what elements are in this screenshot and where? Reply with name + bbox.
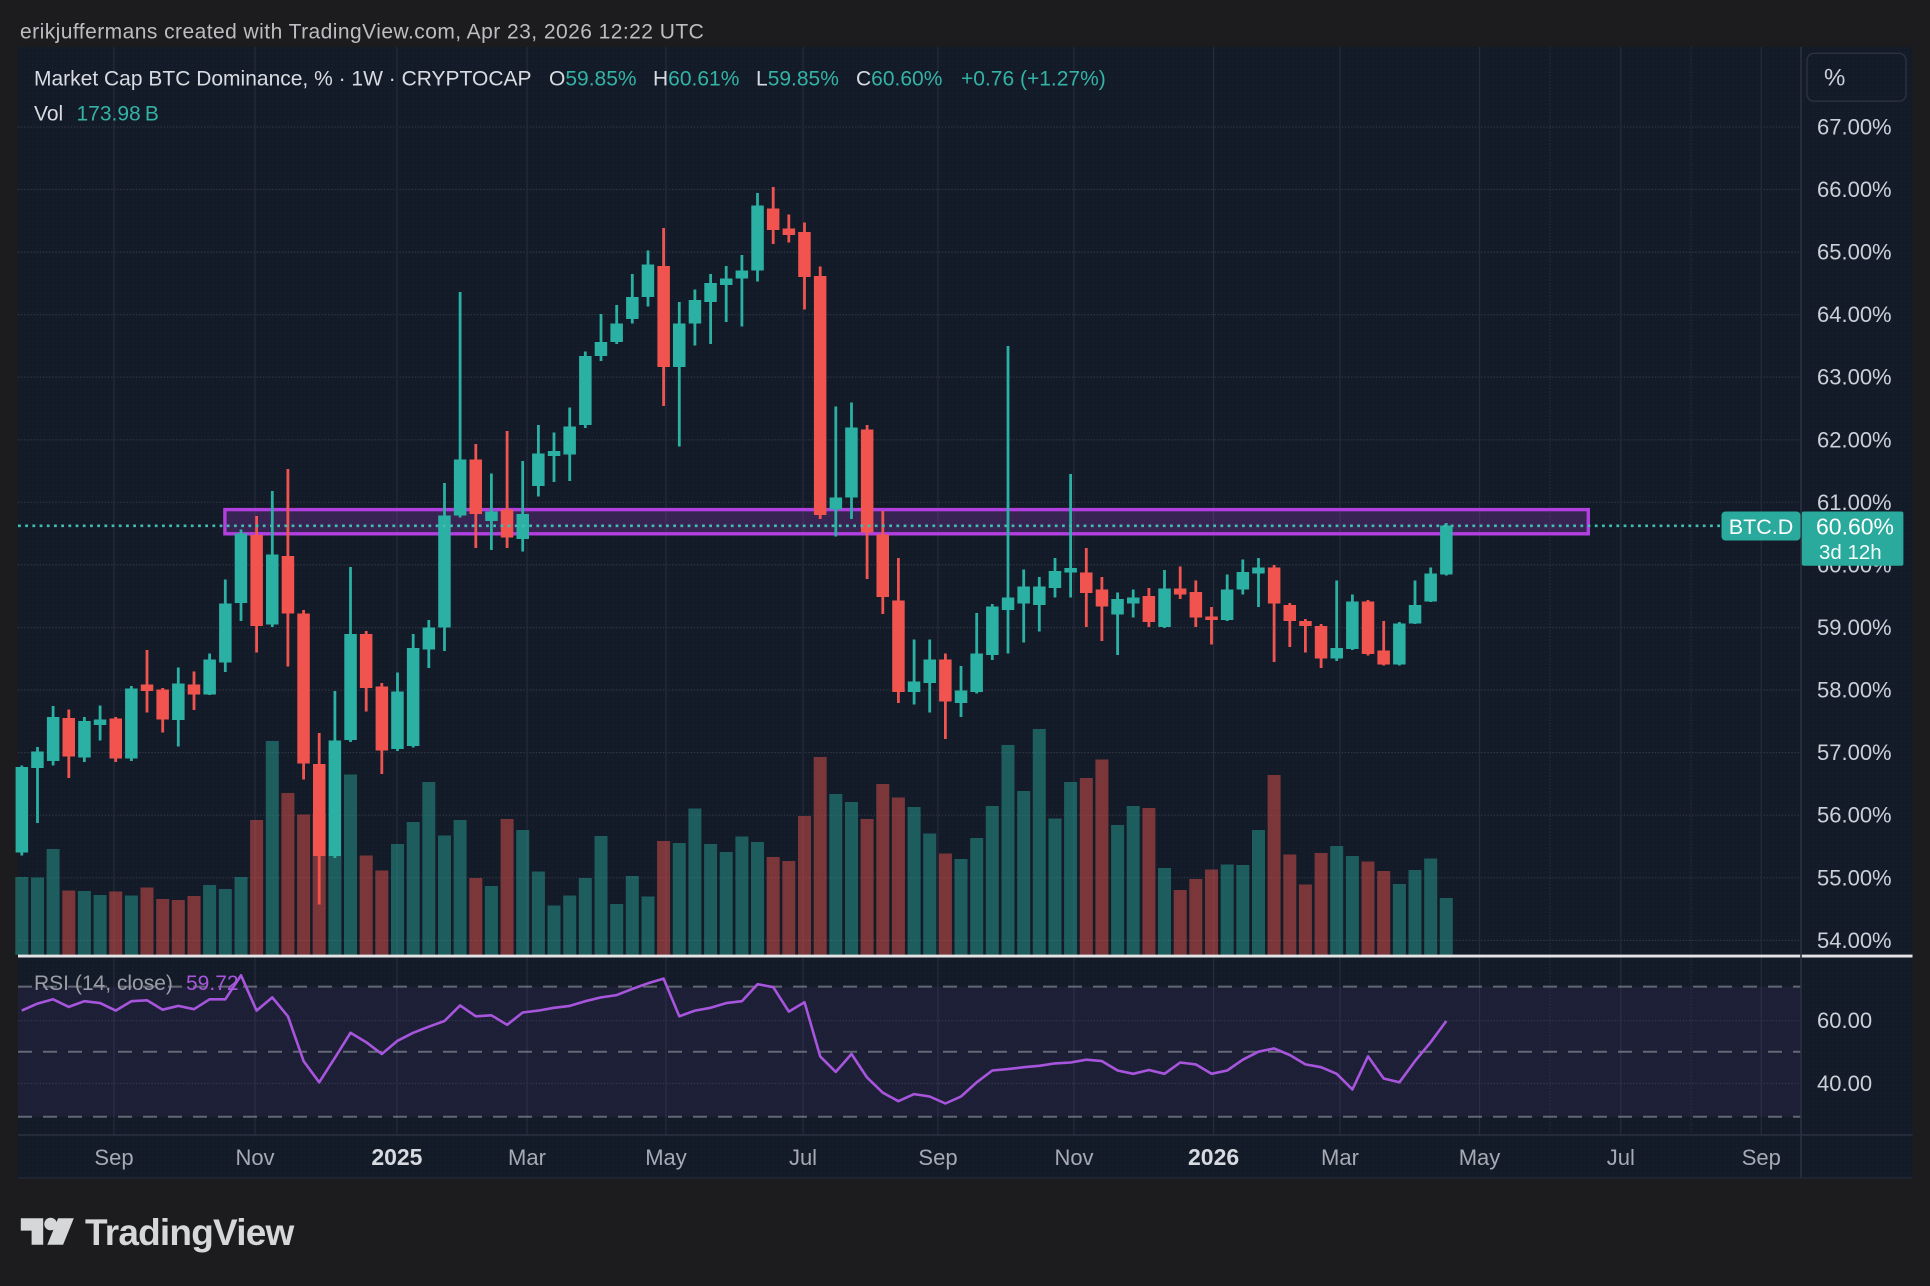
svg-text:May: May <box>1459 1145 1501 1170</box>
svg-text:67.00%: 67.00% <box>1817 115 1892 140</box>
svg-text:59.72: 59.72 <box>186 972 239 995</box>
svg-text:Sep: Sep <box>1742 1145 1781 1170</box>
svg-text:61.00%: 61.00% <box>1817 490 1892 515</box>
svg-text:60.00: 60.00 <box>1817 1008 1872 1033</box>
svg-text:Nov: Nov <box>235 1145 274 1170</box>
svg-text:L59.85%: L59.85% <box>756 68 839 91</box>
svg-text:Mar: Mar <box>508 1145 546 1170</box>
svg-text:%: % <box>1824 65 1845 92</box>
svg-text:Vol: Vol <box>34 103 63 126</box>
svg-text:173.98 B: 173.98 B <box>77 103 159 126</box>
svg-text:3d 12h: 3d 12h <box>1819 541 1882 564</box>
svg-text:56.00%: 56.00% <box>1817 803 1892 828</box>
svg-text:RSI (14, close): RSI (14, close) <box>34 972 173 995</box>
svg-text:Sep: Sep <box>918 1145 957 1170</box>
svg-text:+0.76 (+1.27%): +0.76 (+1.27%) <box>961 68 1106 91</box>
svg-text:erikjuffermans created with Tr: erikjuffermans created with TradingView.… <box>20 21 704 44</box>
svg-text:2026: 2026 <box>1188 1144 1239 1170</box>
svg-text:59.00%: 59.00% <box>1817 615 1892 640</box>
svg-text:O59.85%: O59.85% <box>549 68 637 91</box>
svg-text:2025: 2025 <box>371 1144 422 1170</box>
svg-text:64.00%: 64.00% <box>1817 302 1892 327</box>
svg-text:May: May <box>645 1145 687 1170</box>
svg-text:Mar: Mar <box>1321 1145 1359 1170</box>
svg-text:Jul: Jul <box>789 1145 817 1170</box>
svg-text:55.00%: 55.00% <box>1817 865 1892 890</box>
svg-text:Sep: Sep <box>94 1145 133 1170</box>
svg-text:60.60%: 60.60% <box>1816 514 1894 540</box>
svg-text:66.00%: 66.00% <box>1817 177 1892 202</box>
svg-text:TradingView: TradingView <box>85 1212 294 1253</box>
svg-text:Market Cap BTC Dominance, % ·: Market Cap BTC Dominance, % · 1W · CRYPT… <box>34 68 532 91</box>
svg-text:C60.60%: C60.60% <box>856 68 942 91</box>
svg-text:H60.61%: H60.61% <box>653 68 739 91</box>
svg-text:62.00%: 62.00% <box>1817 427 1892 452</box>
svg-text:BTC.D: BTC.D <box>1729 515 1794 539</box>
svg-text:57.00%: 57.00% <box>1817 740 1892 765</box>
svg-text:63.00%: 63.00% <box>1817 365 1892 390</box>
svg-text:40.00: 40.00 <box>1817 1071 1872 1096</box>
svg-text:Nov: Nov <box>1054 1145 1093 1170</box>
svg-text:58.00%: 58.00% <box>1817 678 1892 703</box>
svg-text:54.00%: 54.00% <box>1817 928 1892 953</box>
svg-text:Jul: Jul <box>1607 1145 1635 1170</box>
svg-text:65.00%: 65.00% <box>1817 240 1892 265</box>
